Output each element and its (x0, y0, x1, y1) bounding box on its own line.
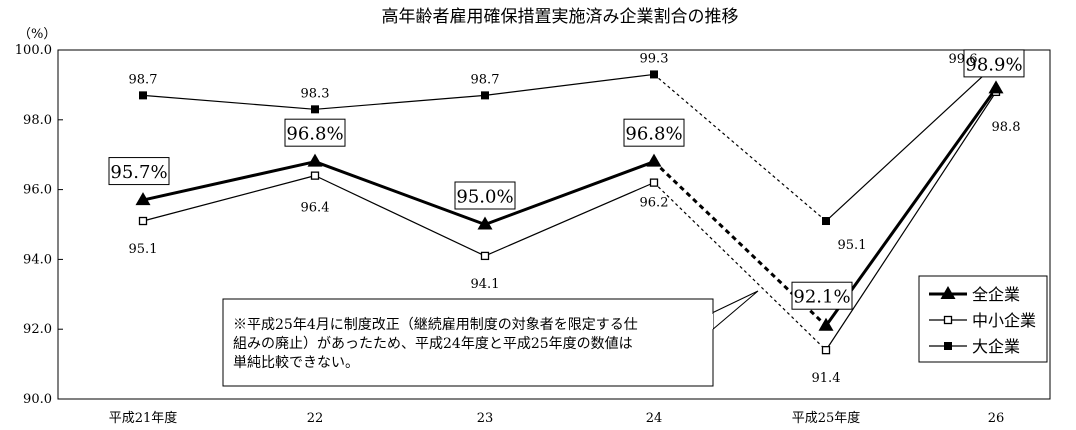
y-tick-label: 94.0 (23, 252, 52, 267)
data-point (988, 80, 1004, 94)
series-line-segment (314, 94, 486, 110)
data-point (646, 153, 662, 167)
data-label: 99.3 (640, 51, 669, 66)
series-line-segment (484, 182, 655, 257)
legend-marker (943, 315, 953, 325)
series-line-segment (484, 73, 655, 96)
data-label: 95.1 (129, 242, 158, 257)
data-label: 99.6 (949, 52, 978, 67)
data-label: 96.4 (301, 201, 330, 216)
data-point (477, 216, 493, 230)
chart-title: 高年齢者雇用確保措置実施済み企業割合の推移 (382, 7, 739, 27)
data-label: 98.7 (471, 72, 500, 87)
plot-frame (57, 49, 1051, 400)
data-point (307, 153, 323, 167)
legend-label: 大企業 (972, 337, 1020, 356)
data-label: 95.7% (110, 162, 167, 183)
series-line-segment (142, 175, 316, 222)
highlight-label: 95.7% (108, 157, 170, 186)
series-line-segment (825, 63, 997, 222)
legend-box (918, 275, 1048, 363)
highlight-label: 96.8% (284, 118, 346, 147)
data-label: 92.1% (793, 287, 850, 308)
series-line-segment (653, 182, 827, 351)
x-tick-label: 23 (477, 411, 494, 426)
highlight-label: 95.0% (454, 181, 516, 210)
data-point (138, 216, 148, 226)
data-label: 98.8 (992, 120, 1021, 135)
series-line-segment (142, 160, 316, 202)
legend-marker (940, 286, 956, 299)
data-point (310, 171, 320, 180)
data-point (135, 192, 151, 206)
data-label-box (623, 118, 685, 147)
annotation-note: ※平成25年4月に制度改正（継続雇用制度の対象者を限定する仕組みの廃止）があった… (222, 290, 759, 387)
annotation-line: 単純比較できない。 (233, 355, 359, 371)
data-point (650, 70, 658, 79)
y-tick-label: 92.0 (23, 322, 52, 337)
y-axis-unit: （%） (18, 27, 56, 42)
legend-label: 中小企業 (972, 311, 1036, 330)
highlight-label: 96.8% (623, 118, 685, 147)
x-tick-label: 26 (988, 411, 1005, 426)
callout-pointer (711, 290, 759, 332)
data-label-box (963, 49, 1025, 78)
legend-label: 全企業 (972, 285, 1020, 304)
y-tick-label: 90.0 (23, 392, 52, 407)
x-tick-label: 22 (307, 411, 324, 426)
annotation-line: 組みの廃止）があったため、平成24年度と平成25年度の数値は (233, 335, 633, 352)
data-point (481, 91, 489, 100)
data-labels: 95.7% 96.8% 95.0% 96.8% 92.1% 98.9% 95.1 96.4 94… (108, 49, 1025, 386)
data-label-box (284, 118, 346, 147)
series-line-segment (314, 175, 486, 257)
data-label: 91.4 (812, 371, 841, 386)
data-point (139, 91, 147, 100)
data-point (480, 251, 490, 261)
data-point (649, 178, 659, 187)
x-tick-label: 平成25年度 (792, 410, 861, 426)
callout-box (222, 298, 714, 387)
data-point (822, 217, 830, 226)
annotation-line: ※平成25年4月に制度改正（継続雇用制度の対象者を限定する仕 (233, 316, 638, 333)
highlight-label: 92.1% (791, 281, 853, 310)
data-label: 98.7 (129, 72, 158, 87)
series-line-segment (653, 73, 827, 222)
data-label-box (454, 181, 516, 210)
data-label: 94.1 (471, 277, 500, 292)
y-tick-label: 100.0 (15, 43, 52, 58)
data-label: 98.3 (301, 86, 330, 101)
series-line-segment (825, 91, 997, 351)
data-point (818, 317, 834, 331)
data-label: 96.2 (640, 196, 669, 211)
data-label: 96.8% (625, 124, 682, 145)
highlight-label: 98.9% (963, 49, 1025, 78)
data-label: 96.8% (286, 124, 343, 145)
y-tick-label: 98.0 (23, 113, 52, 128)
data-point (311, 105, 319, 114)
data-label: 95.0% (456, 187, 513, 208)
data-label: 95.1 (838, 238, 867, 253)
y-tick-label: 96.0 (23, 183, 52, 198)
data-label: 98.9% (965, 54, 1022, 75)
data-label-box (108, 157, 170, 186)
axes: 90.0 92.0 94.0 96.0 98.0 100.0 平成21年度 22 23 24 平成2… (15, 43, 1051, 426)
data-label-box (791, 281, 853, 310)
x-tick-label: 平成21年度 (109, 410, 178, 426)
series-line-segment (314, 160, 486, 226)
legend-marker (944, 342, 952, 350)
x-tick-label: 24 (646, 411, 663, 426)
series-line-segment (824, 87, 998, 327)
series-layer (135, 59, 1004, 355)
data-point (821, 345, 831, 355)
series-line-segment (142, 94, 316, 110)
series-line-segment (484, 160, 655, 226)
